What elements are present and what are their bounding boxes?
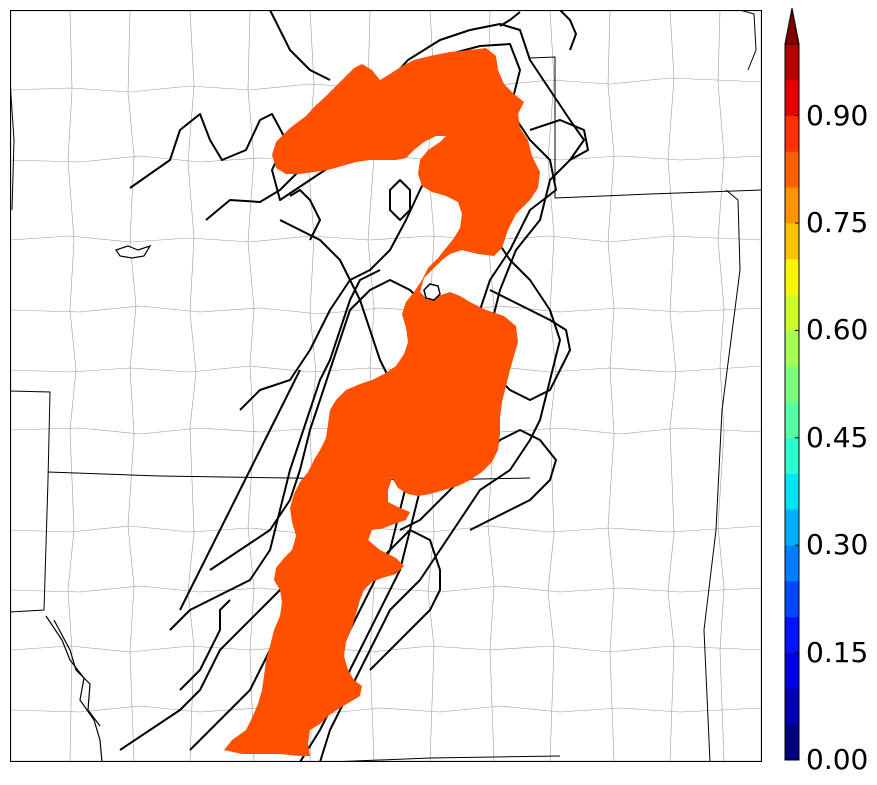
- colorbar-level: [785, 616, 799, 653]
- colorbar-level: [785, 294, 799, 331]
- colorbar-level: [785, 437, 799, 474]
- colorbar-level: [785, 473, 799, 510]
- map-frame: [10, 10, 762, 762]
- colorbar-level: [785, 581, 799, 618]
- colorbar-level: [785, 652, 799, 689]
- colorbar-level: [785, 366, 799, 403]
- river-features: [45, 244, 152, 762]
- colorbar-tick-label: 0.30: [806, 528, 869, 562]
- colorbar-level: [785, 509, 799, 546]
- colorbar-tick-label: 0.45: [806, 420, 869, 454]
- colorbar-frame: [784, 43, 800, 761]
- colorbar-tick-label: 0.75: [806, 206, 869, 239]
- colorbar-extend-arrow: [784, 7, 800, 45]
- colorbar-scale: [784, 7, 800, 761]
- colorbar-level: [785, 115, 799, 152]
- colorbar-level: [785, 44, 799, 81]
- colorbar-level: [785, 151, 799, 188]
- colorbar-level: [785, 688, 799, 725]
- colorbar-level: [785, 187, 799, 224]
- colorbar-level: [785, 223, 799, 260]
- colorbar-tick-label: 0.15: [806, 635, 869, 669]
- probability-swath: [224, 48, 540, 756]
- colorbar-tick-label: 0.00: [806, 743, 869, 776]
- colorbar-level: [785, 545, 799, 582]
- map-canvas: [10, 10, 762, 762]
- colorbar: 0.00 0.15 0.30 0.45 0.60 0.75 0.90: [776, 0, 877, 785]
- swath-hole: [423, 283, 441, 301]
- colorbar-level: [785, 79, 799, 116]
- colorbar-level: [785, 724, 799, 761]
- county-boundaries: [10, 10, 762, 762]
- colorbar-level: [785, 330, 799, 367]
- colorbar-level: [785, 258, 799, 295]
- map-panel: [10, 10, 762, 762]
- colorbar-tick-label: 0.90: [806, 98, 869, 132]
- colorbar-level: [785, 402, 799, 439]
- colorbar-tick-label: 0.60: [806, 313, 869, 347]
